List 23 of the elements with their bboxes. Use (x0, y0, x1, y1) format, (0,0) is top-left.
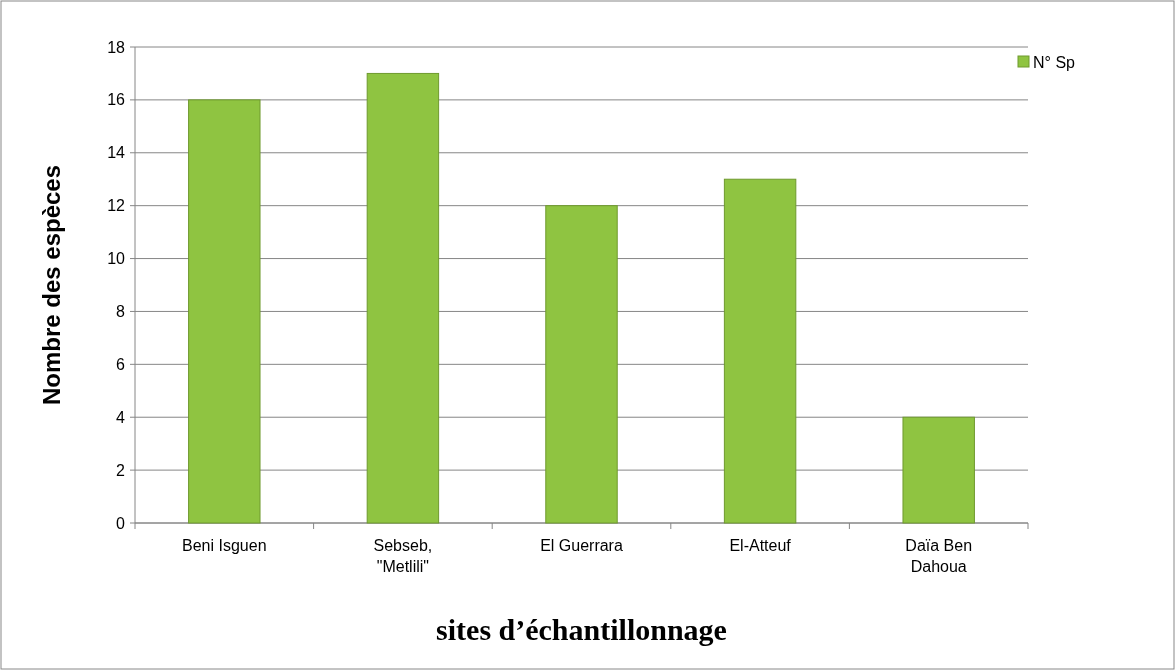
y-tick-label: 8 (116, 303, 126, 321)
bar (188, 99, 261, 524)
bar (723, 178, 797, 524)
legend-label: N° Sp (1033, 53, 1076, 71)
y-tick-label: 6 (116, 355, 126, 373)
y-tick-label: 2 (116, 461, 126, 479)
bar (902, 416, 975, 524)
y-tick-label: 12 (107, 197, 126, 215)
y-tick-label: 0 (116, 514, 126, 532)
y-tick-label: 14 (107, 144, 126, 162)
x-axis-title: sites d’échantillonnage (436, 613, 727, 646)
y-tick-label: 18 (107, 38, 126, 56)
y-tick-label: 16 (107, 91, 126, 109)
x-tick-label: El-Atteuf (729, 537, 792, 554)
y-tick-label: 4 (116, 408, 126, 426)
x-tick-label: Daïa Ben Dahoua (905, 537, 973, 575)
x-tick-label: Sebseb, "Metlili" (373, 537, 433, 575)
bar (545, 205, 618, 524)
y-tick-label: 10 (107, 250, 126, 268)
bar (366, 72, 440, 524)
x-tick-label: El Guerrara (540, 537, 623, 554)
y-axis-title: Nombre des espèces (38, 164, 65, 406)
x-tick-label: Beni Isguen (182, 537, 267, 554)
